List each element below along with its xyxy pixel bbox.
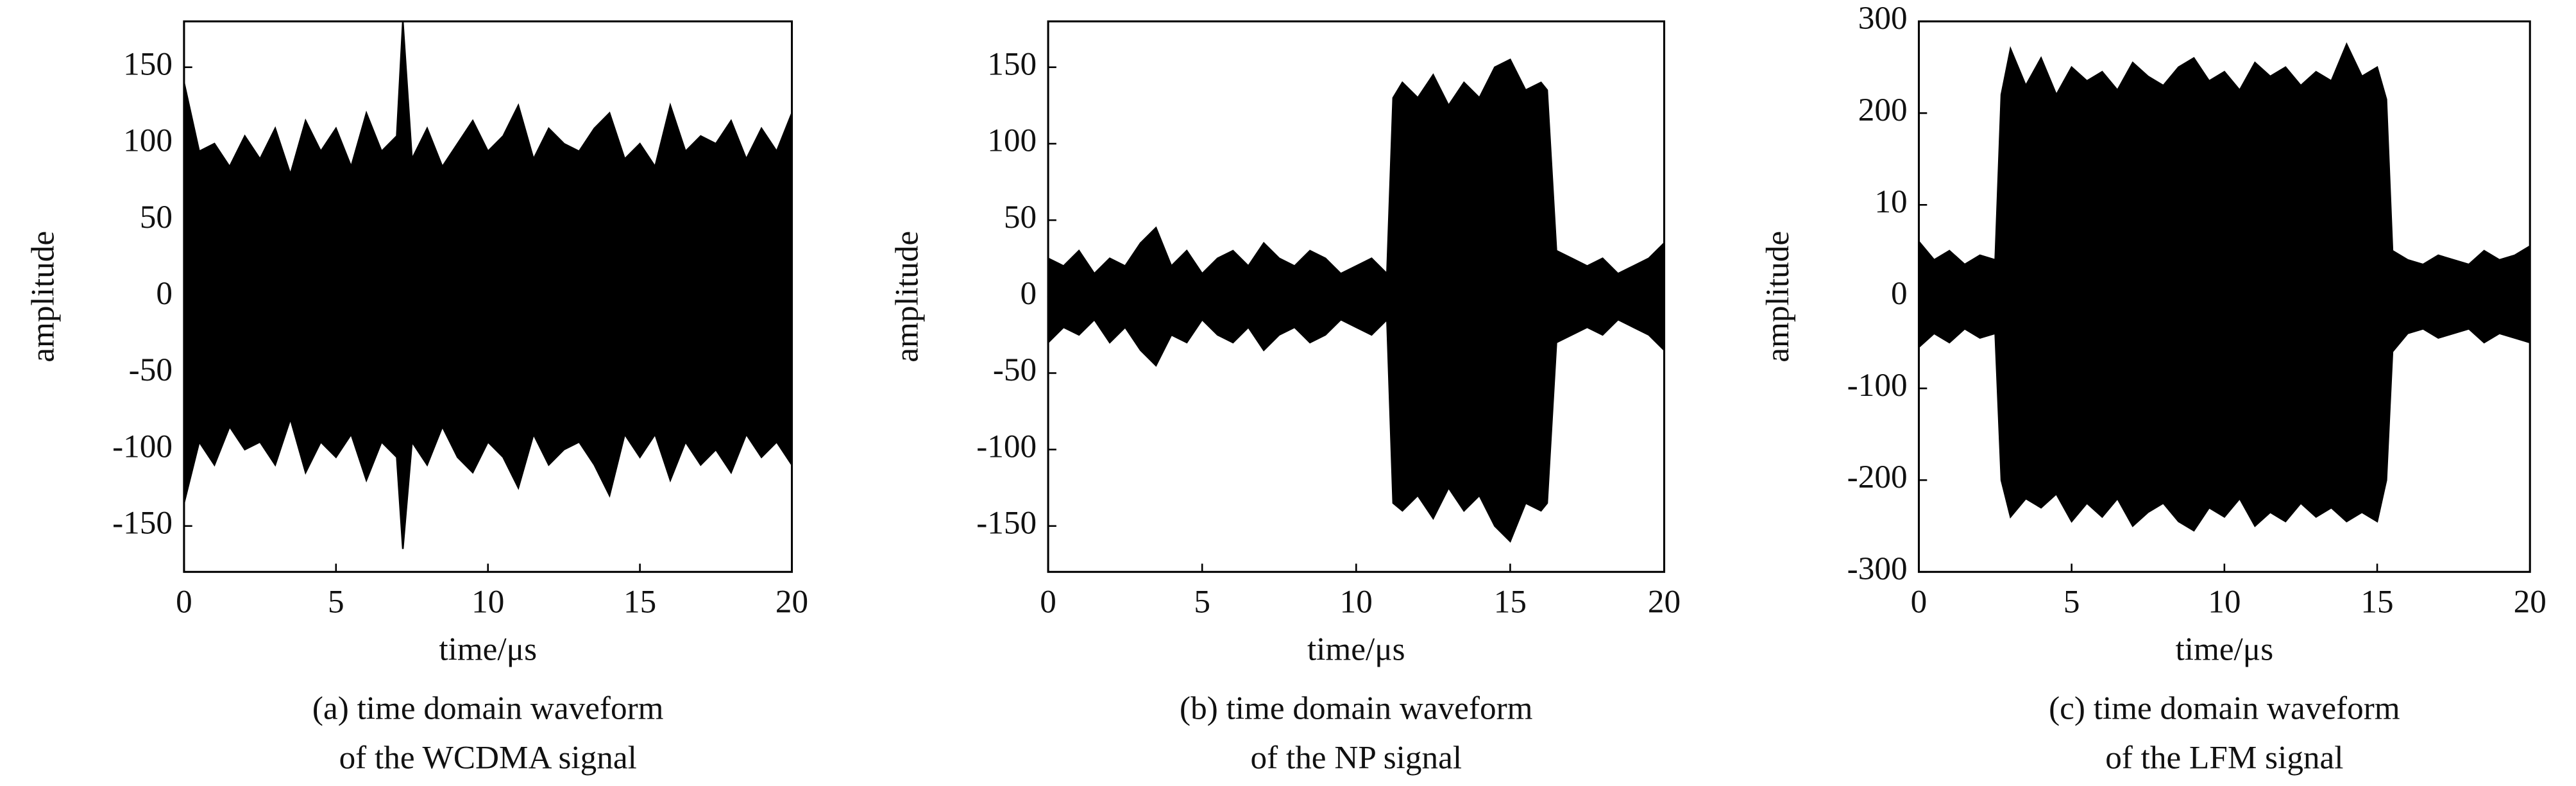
x-tick-label: 15: [1494, 583, 1527, 620]
y-tick-label: 50: [1004, 199, 1037, 235]
caption: (a) time domain waveform: [312, 690, 664, 727]
x-tick-label: 5: [1194, 583, 1210, 620]
y-tick-label: -150: [112, 505, 173, 542]
y-axis-label: amplitude: [1759, 231, 1796, 363]
caption: of the NP signal: [1250, 740, 1462, 776]
x-axis-label: time/μs: [2176, 631, 2274, 668]
y-axis-label: amplitude: [25, 231, 62, 363]
x-tick-label: 10: [1340, 583, 1373, 620]
y-tick-label: -100: [112, 428, 173, 465]
caption: (b) time domain waveform: [1180, 690, 1533, 727]
y-tick-label: -100: [976, 428, 1037, 465]
x-tick-label: 0: [1040, 583, 1056, 620]
waveform-envelope: [1918, 296, 2531, 532]
x-tick-label: 10: [2208, 583, 2241, 620]
y-tick-label: 50: [140, 199, 173, 235]
y-tick-label: 100: [123, 123, 173, 159]
waveform-envelope: [1918, 42, 2531, 298]
waveform-envelope: [1047, 58, 1665, 298]
y-tick-label: 10: [1874, 184, 1907, 220]
y-tick-label: -300: [1847, 551, 1908, 587]
x-tick-label: 20: [1648, 583, 1681, 620]
x-axis-label: time/μs: [1307, 631, 1405, 668]
x-tick-label: 20: [2514, 583, 2546, 620]
y-tick-label: -50: [993, 352, 1037, 388]
y-tick-label: 150: [123, 46, 173, 83]
y-tick-label: 0: [1891, 275, 1908, 312]
waveform-envelope: [1047, 296, 1665, 543]
y-tick-label: -100: [1847, 367, 1908, 404]
y-tick-label: 300: [1858, 0, 1908, 37]
caption: of the LFM signal: [2105, 740, 2343, 776]
y-tick-label: 200: [1858, 92, 1908, 128]
caption: of the WCDMA signal: [339, 740, 637, 776]
y-tick-label: -200: [1847, 459, 1908, 495]
waveform-envelope: [183, 21, 793, 298]
caption: (c) time domain waveform: [2049, 690, 2400, 727]
x-tick-label: 15: [623, 583, 656, 620]
x-tick-label: 0: [1911, 583, 1928, 620]
x-tick-label: 5: [328, 583, 344, 620]
x-tick-label: 10: [471, 583, 504, 620]
y-tick-label: 100: [987, 123, 1037, 159]
x-tick-label: 5: [2063, 583, 2080, 620]
x-axis-label: time/μs: [439, 631, 537, 668]
y-tick-label: 0: [1021, 275, 1037, 312]
y-axis-label: amplitude: [889, 231, 926, 363]
waveform-envelope: [183, 296, 793, 549]
y-tick-label: -150: [976, 505, 1037, 542]
y-tick-label: 150: [987, 46, 1037, 83]
y-tick-label: -50: [129, 352, 173, 388]
x-tick-label: 0: [176, 583, 192, 620]
x-tick-label: 20: [775, 583, 808, 620]
x-tick-label: 15: [2360, 583, 2393, 620]
y-tick-label: 0: [156, 275, 173, 312]
